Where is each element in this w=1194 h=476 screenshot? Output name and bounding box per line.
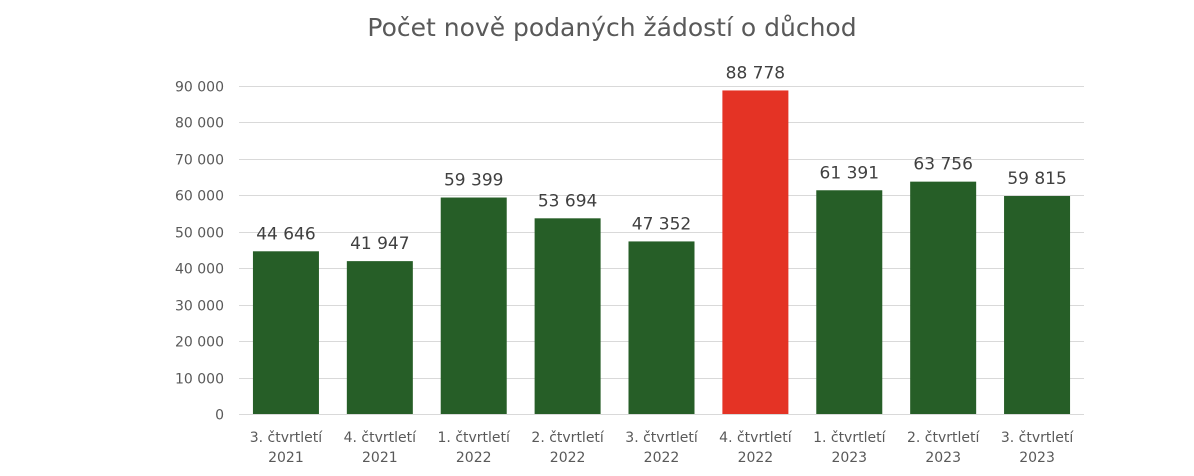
bar-data-label: 88 778 [726,63,785,83]
y-tick-label: 10 000 [175,372,224,388]
bar [440,197,507,414]
bar-data-label: 53 694 [538,191,597,211]
bar-data-label: 59 399 [444,171,503,191]
x-category-label-line: 4. čtvrtletí [719,430,793,446]
x-category-label-line: 2021 [268,450,304,466]
data-labels: 44 646 41 947 59 399 53 694 47 352 88 778 61 3… [256,63,1067,254]
bar [910,181,977,414]
x-category-label-line: 2. čtvrtletí [907,430,981,446]
x-category-label: 3. čtvrtletí 2023 [1001,430,1075,466]
x-category-label: 3. čtvrtletí 2021 [250,430,324,466]
chart-title: Počet nově podaných žádostí o důchod [367,13,856,42]
y-axis-tick-labels: 0 10 000 20 000 30 000 40 000 50 000 60 000 70 … [175,80,224,424]
bar [252,251,319,414]
x-category-label-line: 2023 [1019,450,1055,466]
y-tick-label: 90 000 [175,80,224,96]
x-category-label: 4. čtvrtletí 2022 [719,430,793,466]
y-tick-label: 0 [215,408,224,424]
x-category-label-line: 2022 [644,450,680,466]
x-category-label-line: 1. čtvrtletí [438,430,512,446]
x-category-label-line: 1. čtvrtletí [813,430,887,446]
x-category-label-line: 3. čtvrtletí [625,430,699,446]
bar [346,261,413,414]
bar [534,218,601,414]
x-category-label: 4. čtvrtletí 2021 [344,430,418,466]
bar-data-label: 61 391 [820,163,879,183]
y-tick-label: 30 000 [175,299,224,315]
bar-data-label: 41 947 [350,234,409,254]
x-category-label: 2. čtvrtletí 2023 [907,430,981,466]
y-tick-label: 70 000 [175,153,224,169]
bar-data-label: 47 352 [632,214,691,234]
bar-data-label: 44 646 [256,224,315,244]
x-category-label: 2. čtvrtletí 2022 [531,430,605,466]
y-tick-label: 40 000 [175,262,224,278]
bar-data-label: 63 756 [913,155,972,175]
y-tick-label: 60 000 [175,189,224,205]
x-category-label-line: 2022 [456,450,492,466]
x-category-label-line: 4. čtvrtletí [344,430,418,446]
x-category-label-line: 2022 [738,450,774,466]
x-category-label-line: 3. čtvrtletí [250,430,324,446]
y-tick-label: 20 000 [175,335,224,351]
x-category-label-line: 2023 [831,450,867,466]
bars [252,90,1071,414]
x-category-label: 1. čtvrtletí 2023 [813,430,887,466]
y-tick-label: 50 000 [175,226,224,242]
x-category-label-line: 2021 [362,450,398,466]
y-tick-label: 80 000 [175,116,224,132]
x-category-label: 1. čtvrtletí 2022 [438,430,512,466]
bar [628,241,695,414]
bar [722,90,789,414]
x-category-label-line: 2022 [550,450,586,466]
x-category-label-line: 2. čtvrtletí [531,430,605,446]
x-axis-category-labels: 3. čtvrtletí 2021 4. čtvrtletí 2021 1. čtvrt… [250,430,1075,466]
bar-data-label: 59 815 [1007,169,1066,189]
bar [816,190,883,414]
x-category-label-line: 2023 [925,450,961,466]
x-category-label: 3. čtvrtletí 2022 [625,430,699,466]
x-category-label-line: 3. čtvrtletí [1001,430,1075,446]
bar [1004,196,1071,414]
